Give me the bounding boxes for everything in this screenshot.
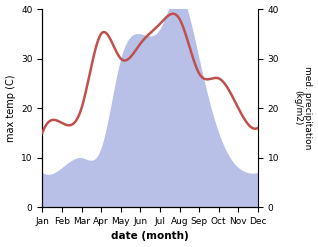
X-axis label: date (month): date (month): [111, 231, 189, 242]
Y-axis label: med. precipitation
(kg/m2): med. precipitation (kg/m2): [293, 66, 313, 150]
Y-axis label: max temp (C): max temp (C): [5, 74, 16, 142]
